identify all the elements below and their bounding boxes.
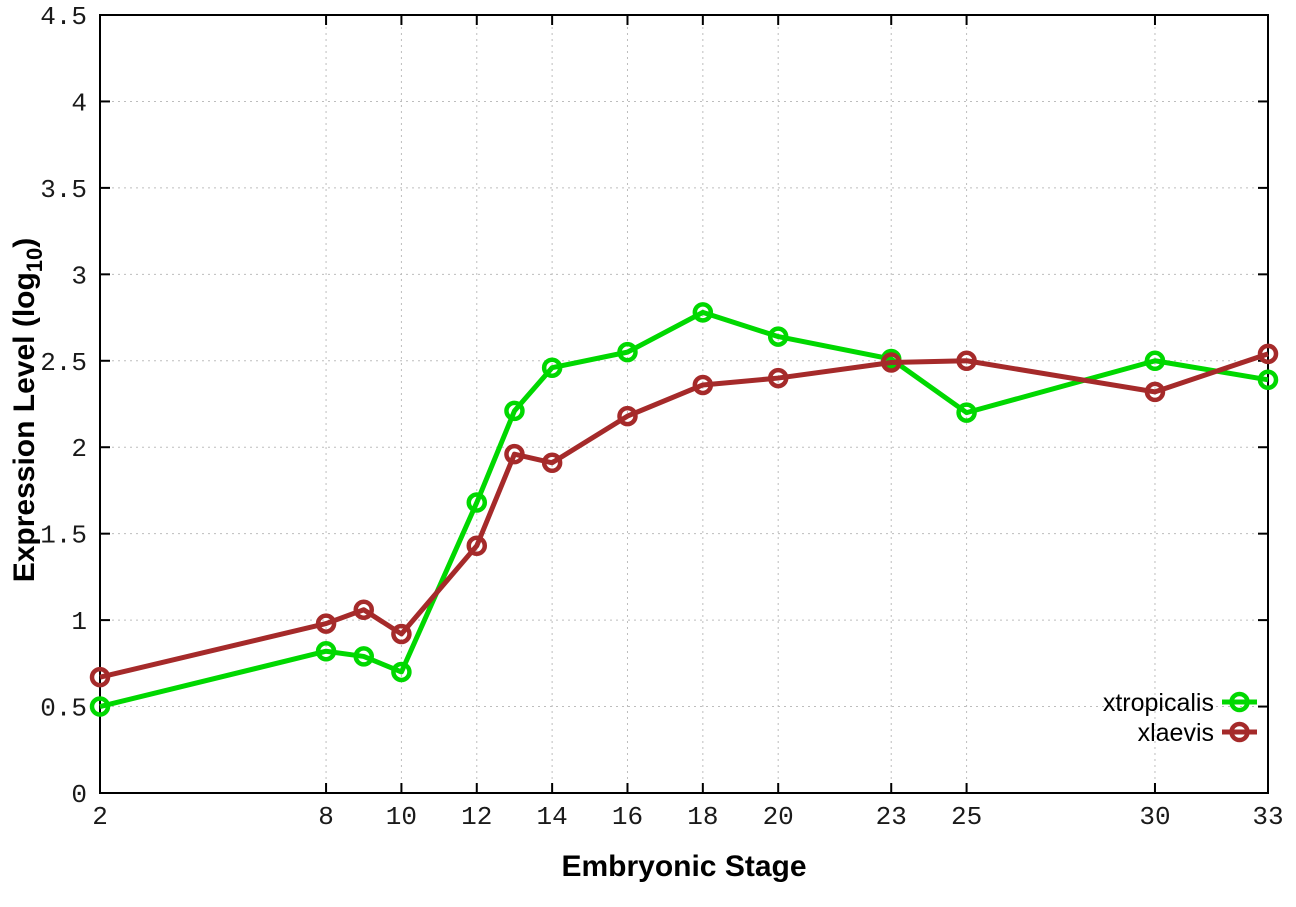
data-point-xtropicalis-stage-16 xyxy=(617,341,638,363)
series-line-xtropicalis xyxy=(99,309,1269,709)
data-point-xtropicalis-stage-30 xyxy=(1144,350,1166,372)
data-point-xlaevis-stage-9 xyxy=(353,599,374,620)
data-point-xlaevis-stage-12 xyxy=(466,535,488,557)
x-tick-label: 12 xyxy=(461,802,492,832)
y-tick-label: 0 xyxy=(71,780,87,810)
y-tick-label: 0.5 xyxy=(40,694,87,724)
data-point-xtropicalis-stage-33 xyxy=(1257,369,1279,391)
data-point-xlaevis-stage-18 xyxy=(692,374,714,396)
y-tick-label: 1.5 xyxy=(40,521,87,551)
data-point-xtropicalis-stage-10 xyxy=(391,661,412,683)
legend-label-xtropicalis: xtropicalis xyxy=(1103,689,1214,717)
data-point-xtropicalis-stage-2 xyxy=(89,696,111,717)
data-point-xlaevis-stage-8 xyxy=(315,613,337,634)
data-point-xlaevis-stage-25 xyxy=(956,350,977,372)
gridlines xyxy=(100,15,1268,793)
y-axis-title: Expression Level (log10) xyxy=(8,238,47,583)
data-point-xtropicalis-stage-13 xyxy=(504,400,525,422)
y-tick-label: 1 xyxy=(71,607,87,637)
data-point-xtropicalis-stage-25 xyxy=(956,402,977,423)
series-line-xlaevis xyxy=(99,351,1269,680)
legend-markers xyxy=(1222,691,1257,743)
data-point-xlaevis-stage-23 xyxy=(880,352,902,373)
legend-sample-marker-xtropicalis xyxy=(1229,691,1250,713)
y-tick-label: 4 xyxy=(71,88,87,118)
y-tick-label: 2 xyxy=(71,434,87,464)
x-tick-label: 23 xyxy=(876,802,907,832)
y-axis-title-text: Expression Level (log10) xyxy=(8,238,47,583)
x-axis-title: Embryonic Stage xyxy=(561,850,806,883)
y-tick-label: 3.5 xyxy=(40,175,87,205)
x-tick-label: 25 xyxy=(951,802,982,832)
plot-border xyxy=(99,14,1269,794)
legend-sample-marker-xlaevis xyxy=(1229,721,1250,743)
x-tick-label: 8 xyxy=(318,802,334,832)
x-tick-label: 2 xyxy=(92,802,108,832)
axis-ticks xyxy=(99,14,1269,794)
data-point-xtropicalis-stage-12 xyxy=(466,492,488,513)
data-point-xlaevis-stage-30 xyxy=(1144,381,1166,403)
data-point-xtropicalis-stage-9 xyxy=(353,646,374,667)
data-point-xlaevis-stage-2 xyxy=(89,666,111,688)
data-point-xlaevis-stage-16 xyxy=(617,405,638,427)
data-point-xtropicalis-stage-20 xyxy=(767,326,789,347)
x-tick-label: 16 xyxy=(612,802,643,832)
x-tick-label: 33 xyxy=(1252,802,1283,832)
tick-labels: 2 8 10 12 14 16 18 20 23 25 30 33 0 0.5 1 1.5 2 2.5 3 3.5 4 4… xyxy=(40,2,1283,832)
y-tick-label: 3 xyxy=(71,261,87,291)
x-tick-label: 20 xyxy=(763,802,794,832)
x-tick-label: 10 xyxy=(386,802,417,832)
data-point-xlaevis-stage-20 xyxy=(767,367,789,389)
data-point-xtropicalis-stage-14 xyxy=(541,357,563,378)
data-point-xtropicalis-stage-8 xyxy=(315,640,337,662)
y-tick-label: 2.5 xyxy=(40,348,87,378)
data-series xyxy=(89,302,1279,717)
data-point-xlaevis-stage-13 xyxy=(504,443,525,465)
x-tick-label: 14 xyxy=(537,802,568,832)
x-tick-label: 30 xyxy=(1139,802,1170,832)
legend: xtropicalis xlaevis xyxy=(1103,689,1257,747)
data-point-xtropicalis-stage-18 xyxy=(692,302,714,323)
x-tick-label: 18 xyxy=(687,802,718,832)
data-point-xlaevis-stage-14 xyxy=(541,452,563,474)
y-tick-label: 4.5 xyxy=(40,2,87,32)
data-point-xlaevis-stage-10 xyxy=(391,623,412,645)
data-point-xlaevis-stage-33 xyxy=(1257,343,1279,365)
legend-label-xlaevis: xlaevis xyxy=(1138,719,1214,747)
